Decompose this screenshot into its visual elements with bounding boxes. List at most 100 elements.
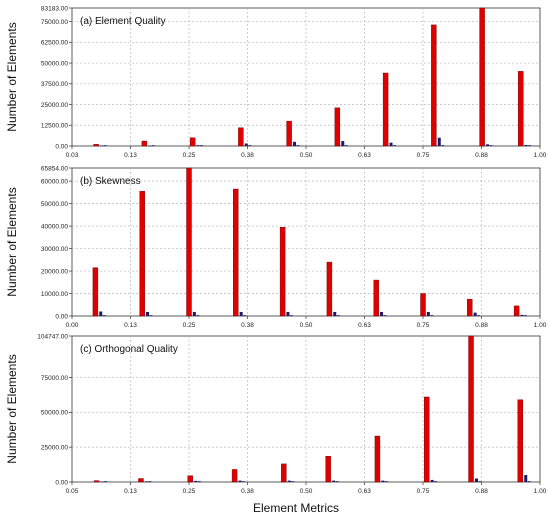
bar-secondary-baseline	[384, 481, 388, 482]
bar-primary	[281, 463, 287, 483]
chart-panel-2: 0.00 0.13 0.25 0.38 0.50 0.63 0.75 0.88 1.00 0.00…	[5, 165, 547, 329]
y-tick-label: 37500.00	[41, 81, 68, 88]
y-axis-label: Number of Elements	[5, 354, 19, 463]
bar-secondary	[100, 145, 104, 147]
x-tick-label: 0.88	[475, 488, 488, 495]
bar-primary	[139, 191, 145, 317]
bar-primary	[334, 107, 341, 147]
y-axis-label: Number of Elements	[5, 187, 19, 296]
bar-primary	[279, 227, 286, 317]
bar-secondary-baseline	[430, 315, 434, 316]
bar-primary	[382, 72, 389, 147]
bar-secondary	[333, 311, 337, 316]
bar-primary	[187, 475, 193, 483]
x-tick-label: 0.50	[300, 322, 313, 329]
chart-panel-3: 0.05 0.13 0.25 0.38 0.50 0.63 0.75 0.88 1.00 0.00…	[5, 333, 547, 495]
bar-secondary	[144, 481, 148, 483]
bar-secondary-baseline	[148, 481, 152, 482]
x-axis-label: Element Metrics	[253, 501, 339, 515]
bar-primary	[93, 144, 99, 147]
bar-primary	[138, 478, 144, 483]
bar-secondary	[474, 478, 478, 482]
y-tick-label: 30000.00	[41, 246, 68, 253]
bar-secondary	[238, 480, 242, 482]
bar-secondary-baseline	[243, 315, 247, 316]
bar-secondary	[146, 311, 150, 316]
bar-secondary-baseline	[344, 145, 348, 146]
x-tick-label: 0.25	[183, 488, 196, 495]
bar-primary	[93, 480, 100, 483]
bar-secondary-baseline	[248, 145, 252, 146]
bar-primary	[431, 24, 437, 147]
y-tick-label: 50000.00	[41, 410, 68, 417]
bar-secondary	[332, 480, 336, 482]
panel-title: (c) Orthogonal Quality	[80, 344, 178, 355]
bar-secondary-baseline	[335, 481, 339, 482]
x-tick-label: 0.75	[417, 322, 430, 329]
bar-primary	[423, 396, 430, 483]
x-tick-label: 0.50	[300, 152, 313, 159]
bar-primary	[517, 399, 523, 483]
bar-secondary-baseline	[393, 145, 397, 146]
bar-secondary-baseline	[523, 315, 527, 316]
y-tick-label: 10000.00	[41, 291, 68, 298]
bar-primary	[467, 298, 473, 317]
y-tick-label: 0.00	[55, 479, 68, 486]
bar-secondary	[148, 145, 152, 147]
bar-secondary-baseline	[477, 315, 481, 316]
y-tick-label: 20000.00	[41, 268, 68, 275]
x-tick-label: 0.75	[417, 152, 430, 159]
bar-secondary	[287, 480, 291, 482]
bar-secondary	[437, 137, 441, 146]
bar-secondary-baseline	[196, 315, 200, 316]
bar-secondary	[194, 480, 198, 482]
y-tick-label: 50000.00	[41, 201, 68, 208]
bar-secondary	[473, 312, 477, 316]
bar-secondary	[196, 145, 200, 146]
y-tick-label: 83183.00	[41, 5, 68, 12]
bar-secondary	[389, 142, 393, 146]
bar-primary	[231, 469, 238, 483]
y-tick-label: 25000.00	[41, 444, 68, 451]
bar-secondary-baseline	[197, 481, 201, 482]
bar-secondary-baseline	[527, 481, 531, 482]
bar-secondary	[341, 141, 345, 146]
bar-secondary	[239, 311, 243, 316]
y-tick-label: 40000.00	[41, 223, 68, 230]
bar-secondary	[244, 143, 248, 146]
bar-secondary-baseline	[434, 481, 438, 482]
bar-secondary-baseline	[104, 481, 108, 482]
y-tick-label: 0.00	[55, 143, 68, 150]
panels-group: 0.03 0.13 0.25 0.38 0.50 0.63 0.75 0.88 1.000.00…	[5, 5, 547, 495]
y-tick-label: 75000.00	[41, 375, 68, 382]
y-tick-label: 12500.00	[41, 123, 68, 130]
panel-title: (a) Element Quality	[80, 16, 166, 27]
x-tick-label: 1.00	[534, 322, 547, 329]
bar-secondary-baseline	[478, 481, 482, 482]
x-tick-label: 0.38	[241, 488, 254, 495]
y-tick-label: 0.00	[55, 313, 68, 320]
x-tick-label: 0.03	[66, 152, 79, 159]
y-tick-label: 62500.00	[41, 40, 68, 47]
bar-secondary-baseline	[336, 315, 340, 316]
x-tick-label: 0.75	[417, 488, 430, 495]
bar-primary	[325, 456, 331, 483]
bar-primary	[238, 127, 244, 147]
y-axis-label: Number of Elements	[5, 22, 19, 131]
bar-secondary	[381, 480, 385, 482]
x-tick-label: 0.38	[241, 322, 254, 329]
bar-secondary	[524, 475, 528, 482]
x-tick-label: 1.00	[534, 152, 547, 159]
bar-primary	[186, 167, 192, 317]
bar-secondary-baseline	[103, 145, 107, 146]
bar-secondary	[430, 479, 434, 482]
bar-secondary-baseline	[200, 145, 204, 146]
y-tick-label: 60000.00	[41, 178, 68, 185]
bar-primary	[518, 71, 524, 147]
bar-secondary	[520, 314, 524, 316]
x-tick-label: 0.25	[183, 152, 196, 159]
x-tick-label: 1.00	[534, 488, 547, 495]
bar-primary	[374, 435, 381, 483]
y-tick-label: 25000.00	[41, 102, 68, 109]
